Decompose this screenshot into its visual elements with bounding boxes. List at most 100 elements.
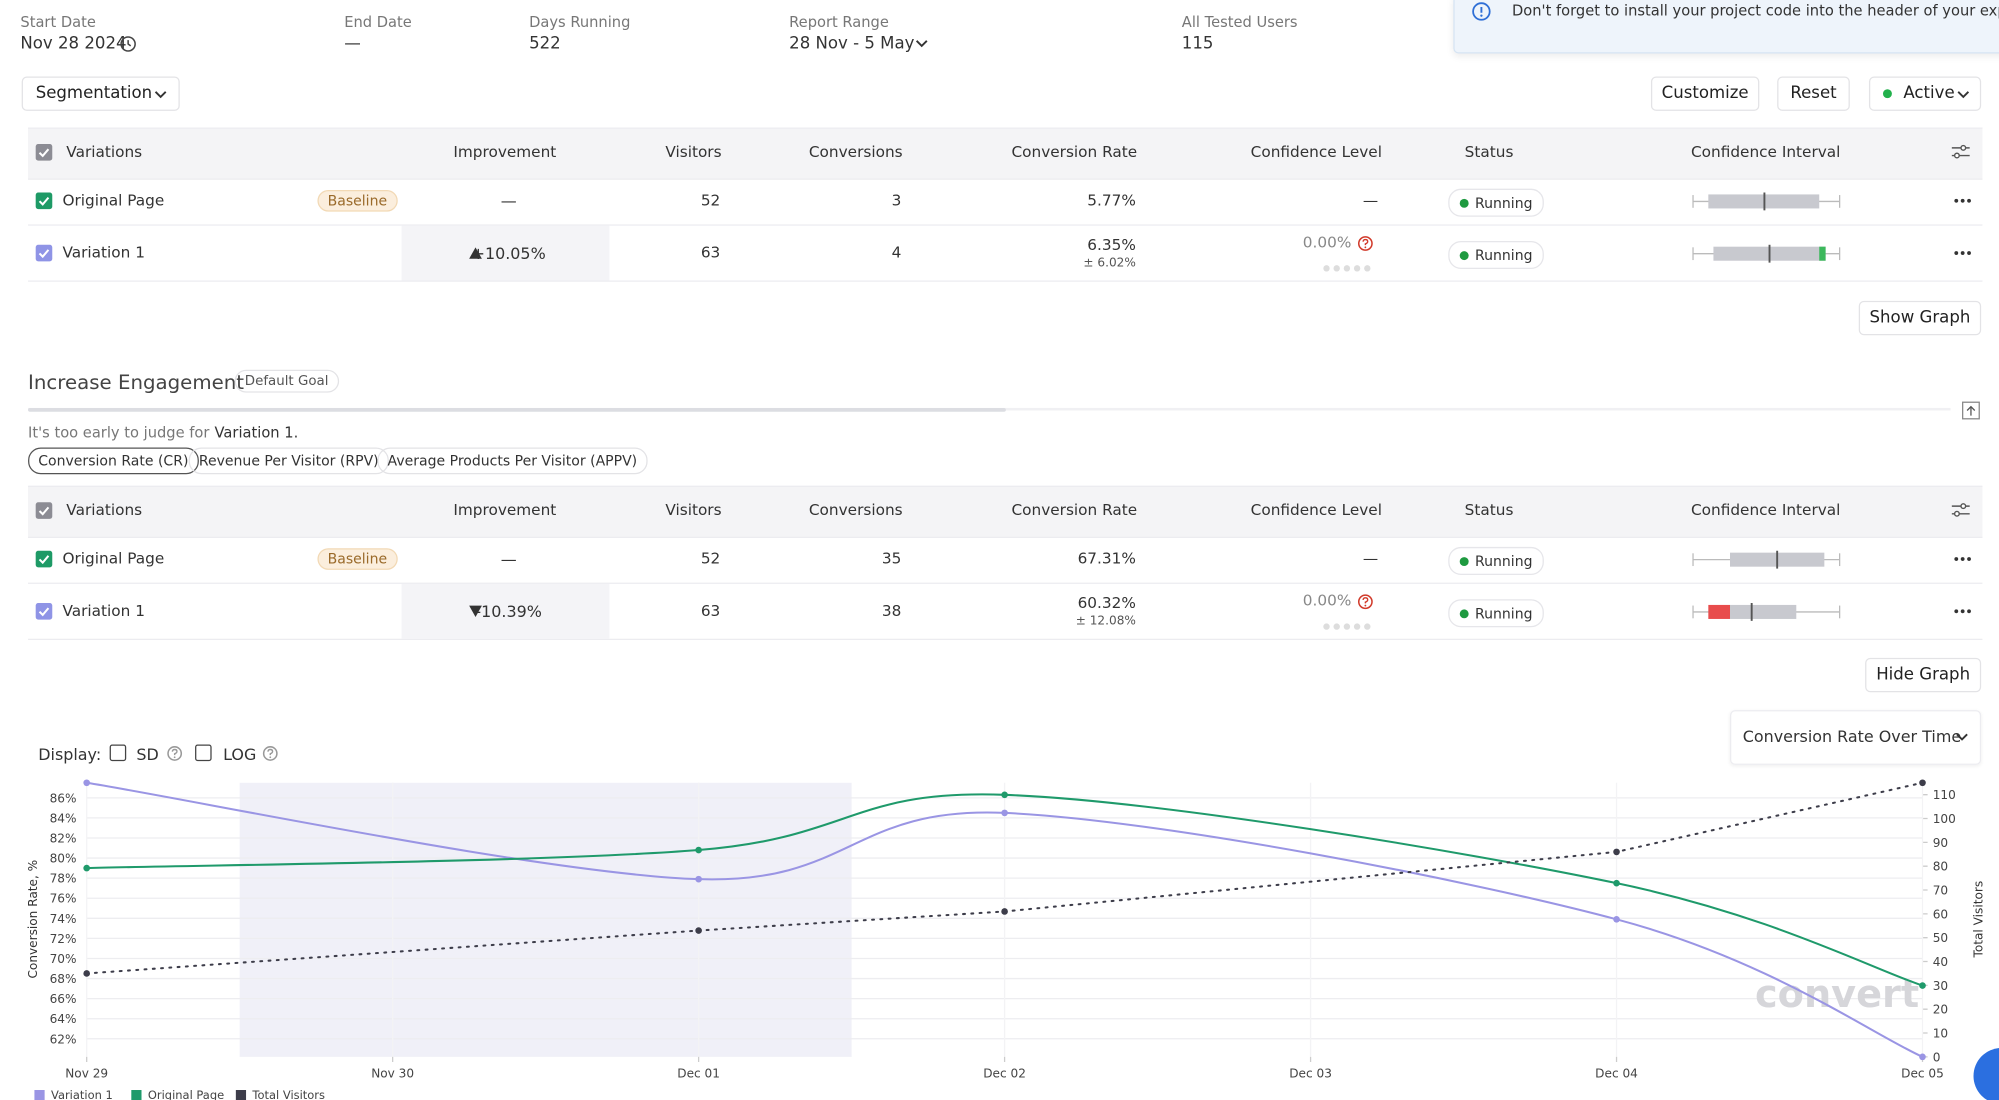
confidence-dot: [1343, 265, 1351, 272]
stat-label: Days Running: [529, 12, 631, 31]
row-menu-dot: [1960, 557, 1965, 561]
metric-dropdown[interactable]: [1729, 710, 1982, 765]
column-header: Status: [1464, 501, 1514, 519]
slider-knob: [1953, 152, 1960, 159]
help-circle: [1357, 594, 1373, 610]
status-pill: Running: [1448, 599, 1544, 628]
y-tick-label: 80%: [50, 852, 77, 866]
chevron: [1957, 91, 1970, 99]
improvement: —: [500, 549, 517, 569]
metric-tab[interactable]: Revenue Per Visitor (RPV): [188, 447, 389, 475]
conversions: 3: [891, 191, 902, 210]
row-checkbox: [35, 550, 53, 568]
ci-highlight: [1708, 604, 1730, 619]
x-tick-label: Dec 01: [677, 1066, 720, 1080]
clock-icon: [120, 36, 136, 52]
x-tick-label: Nov 30: [371, 1066, 414, 1080]
hide-graph-button[interactable]: Hide Graph: [1865, 657, 1982, 693]
column-header: Conversions: [808, 142, 903, 161]
toolbar-button-label: Reset: [1790, 84, 1837, 104]
improvement-bg: [401, 583, 610, 639]
y-tick-label: 64%: [50, 1012, 77, 1026]
toolbar-button[interactable]: Active: [1868, 76, 1982, 111]
column-header: Confidence Level: [1250, 501, 1382, 519]
option-checkbox[interactable]: [195, 744, 212, 762]
toolbar-button[interactable]: Customize: [1650, 76, 1760, 111]
row-menu-dot: [1954, 198, 1959, 203]
help-dot: [269, 756, 272, 759]
series-point: [1919, 1053, 1926, 1061]
goal-note-text: It's too early to judge for: [28, 423, 210, 442]
y-tick-label: 66%: [50, 992, 77, 1006]
status-label: Running: [1475, 604, 1533, 622]
y2-tick-label: 0: [1933, 1050, 1941, 1064]
y-tick-label: 72%: [50, 932, 77, 946]
checkbox-box: [35, 144, 53, 161]
confidence-interval: [1692, 244, 1841, 263]
improvement: -10.39%: [475, 601, 542, 621]
confidence-dot: [1343, 623, 1351, 630]
baseline-badge: Baseline: [317, 548, 398, 570]
legend-label: Original Page: [148, 1088, 224, 1100]
legend-swatch: [235, 1090, 247, 1100]
conversion-rate: 6.35%: [1087, 235, 1136, 254]
table-row: [28, 584, 1983, 640]
y-tick-label: 68%: [50, 972, 77, 986]
series-point: [1613, 879, 1620, 887]
y2-tick-label: 40: [1933, 955, 1948, 969]
confidence-help-icon: [1357, 594, 1373, 610]
metric-tab[interactable]: Conversion Rate (CR): [28, 447, 199, 475]
show-graph-button[interactable]: Show Graph: [1858, 300, 1982, 336]
header-checkbox: [35, 144, 53, 161]
stat-value: —: [344, 34, 361, 54]
stat-label: Report Range: [789, 12, 889, 31]
column-header: Variations: [66, 142, 143, 161]
series-point: [1001, 809, 1008, 817]
y-tick-label: 76%: [50, 892, 77, 906]
y2-tick-label: 60: [1933, 907, 1948, 921]
goal-note: It's too early to judge for Variation 1.: [28, 423, 298, 441]
row-menu-dot: [1960, 198, 1965, 203]
row-menu-dot: [1967, 557, 1971, 561]
help-dot: [173, 756, 176, 759]
table-row: [28, 226, 1983, 282]
stat-value: Nov 28 2024: [20, 34, 127, 54]
row-menu-dot: [1967, 198, 1971, 203]
improvement-bg: [401, 225, 610, 281]
status-dot: [1459, 608, 1469, 618]
segmentation-label: Segmentation: [35, 84, 153, 104]
checkmark: [38, 506, 50, 516]
column-settings-icon: [1951, 503, 1970, 517]
conversions: 4: [891, 243, 902, 262]
clock-hand: [127, 40, 132, 47]
option-help-icon: [262, 746, 278, 761]
conversion-rate-error: ± 6.02%: [1083, 256, 1136, 271]
segmentation-button[interactable]: Segmentation: [21, 76, 180, 111]
ci-highlight: [1819, 246, 1826, 261]
row-menu-dot: [1960, 609, 1965, 614]
chevron-icon: [154, 91, 167, 99]
conversions: 38: [881, 601, 902, 620]
confidence-level: —: [1362, 549, 1379, 568]
visitors: 52: [700, 549, 721, 568]
conversion-rate: 60.32%: [1077, 594, 1136, 612]
table-row: [28, 535, 1983, 584]
option-checkbox[interactable]: [109, 744, 127, 762]
y2-tick-label: 90: [1933, 836, 1948, 850]
help-dot: [1364, 604, 1367, 607]
column-header: Confidence Interval: [1690, 501, 1841, 519]
checkbox-box: [35, 550, 53, 568]
confidence-dot: [1353, 623, 1361, 630]
goal-note-variation: Variation 1.: [214, 423, 299, 442]
confidence-dot: [1353, 265, 1361, 272]
series-point: [1613, 916, 1620, 923]
toolbar-button[interactable]: Reset: [1777, 76, 1850, 111]
column-header: Variations: [66, 501, 143, 519]
conversion-rate-error: ± 12.08%: [1075, 614, 1136, 629]
y-tick-label: 70%: [50, 952, 77, 966]
visitors: 63: [700, 601, 721, 620]
metric-tab[interactable]: Average Products Per Visitor (APPV): [377, 447, 648, 475]
confidence-interval: [1692, 603, 1841, 621]
